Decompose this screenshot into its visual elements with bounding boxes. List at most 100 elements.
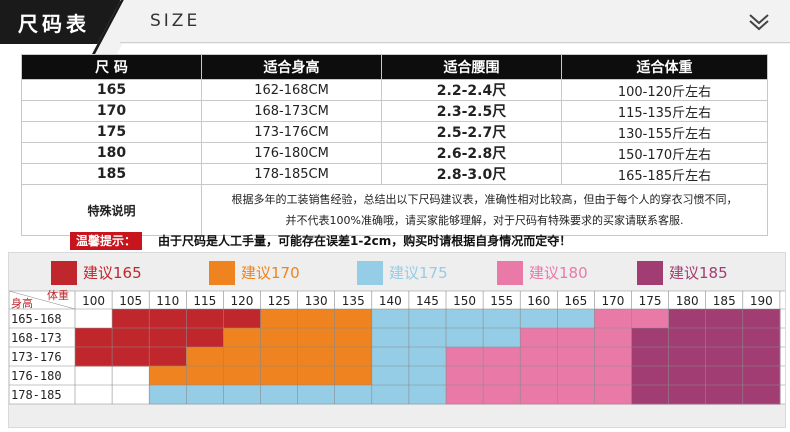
grid-cell-180 (483, 385, 521, 405)
grid-cell-170 (297, 309, 336, 329)
height-row-label: 178-185 (11, 388, 62, 402)
waist-cell: 2.2-2.4尺 (381, 79, 562, 101)
grid-cell-170 (297, 328, 336, 348)
grid-cell-165 (112, 347, 150, 367)
grid-cell-185 (668, 328, 707, 348)
weight-tick-label: 175 (639, 294, 662, 308)
grid-cell-170 (260, 347, 299, 367)
weight-tick-label: 120 (230, 294, 253, 308)
grid-cell-175 (149, 385, 187, 405)
grid-cell-165 (223, 309, 261, 329)
grid-cell-180 (483, 347, 521, 367)
weight-cell: 150-170斤左右 (561, 142, 768, 164)
weight-cell: 130-155斤左右 (561, 121, 768, 143)
height-cell: 178-185CM (201, 163, 382, 185)
weight-tick-label: 155 (490, 294, 513, 308)
legend-swatch (209, 261, 235, 285)
grid-cell-165 (149, 328, 187, 348)
grid-cell-170 (260, 309, 299, 329)
page-title: 尺码表 (18, 12, 90, 36)
grid-cell-175 (186, 385, 224, 405)
weight-tick-label: 150 (453, 294, 476, 308)
weight-tick-label: 165 (564, 294, 587, 308)
height-row-label: 168-173 (11, 331, 62, 345)
grid-cell-170 (223, 347, 261, 367)
grid-cell-170 (223, 328, 261, 348)
table-row: 185 178-185CM 2.8-3.0尺 165-185斤左右 (21, 163, 768, 185)
weight-tick-label: 135 (342, 294, 365, 308)
note-text: 根据多年的工装销售经验，总结出以下尺码建议表，准确性相对比较高，但由于每个人的穿… (201, 184, 768, 236)
weight-tick-label: 145 (416, 294, 439, 308)
weight-tick-label: 180 (676, 294, 699, 308)
weight-tick-label: 115 (193, 294, 216, 308)
height-cell: 173-176CM (201, 121, 382, 143)
column-header: 适合体重 (561, 54, 768, 80)
grid-cell-175 (520, 309, 558, 329)
grid-cell-170 (186, 347, 224, 367)
weight-tick-label: 100 (82, 294, 105, 308)
weight-tick-label: 105 (119, 294, 142, 308)
legend-label: 建议165 (83, 264, 142, 282)
weight-cell: 115-135斤左右 (561, 100, 768, 122)
table-row: 165 162-168CM 2.2-2.4尺 100-120斤左右 (21, 79, 768, 101)
grid-cell-165 (75, 347, 113, 367)
size-cell: 180 (21, 142, 202, 164)
grid-cell-180 (594, 366, 632, 386)
grid-cell-185 (705, 309, 744, 329)
note-line: 根据多年的工装销售经验，总结出以下尺码建议表，准确性相对比较高，但由于每个人的穿… (231, 193, 738, 206)
grid-cell-165 (186, 328, 224, 348)
grid-cell-165 (149, 309, 187, 329)
weight-tick-label: 130 (305, 294, 328, 308)
waist-cell: 2.3-2.5尺 (381, 100, 562, 122)
grid-cell-175 (260, 385, 299, 405)
weight-tick-label: 190 (750, 294, 773, 308)
grid-cell-175 (483, 328, 521, 348)
height-row-label: 176-180 (11, 369, 62, 383)
grid-cell-180 (557, 385, 595, 405)
grid-cell-185 (742, 385, 781, 405)
header-underline (120, 42, 790, 43)
page-subtitle: SIZE (150, 11, 201, 31)
grid-cell-175 (446, 328, 484, 348)
weight-tick-label: 170 (601, 294, 624, 308)
height-row-label: 165-168 (11, 312, 62, 326)
grid-cell-170 (223, 366, 261, 386)
grid-cell-175 (334, 385, 373, 405)
grid-cell-185 (742, 309, 781, 329)
table-row: 180 176-180CM 2.6-2.8尺 150-170斤左右 (21, 142, 768, 164)
corner-diagonal (9, 290, 76, 310)
grid-cell-165 (186, 309, 224, 329)
waist-cell: 2.8-3.0尺 (381, 163, 562, 185)
note-line: 并不代表100%准确哦，请买家能够理解，对于尺码有特殊要求的买家请联系客服. (285, 214, 684, 227)
height-cell: 176-180CM (201, 142, 382, 164)
grid-cell-185 (631, 366, 670, 386)
grid-cell-185 (742, 328, 781, 348)
grid-cell-175 (408, 347, 447, 367)
grid-cell-185 (705, 366, 744, 386)
size-cell: 165 (21, 79, 202, 101)
weight-tick-label: 140 (379, 294, 402, 308)
grid-cell-185 (668, 347, 707, 367)
grid-cell-180 (483, 366, 521, 386)
note-label: 特殊说明 (21, 184, 202, 236)
grid-cell-180 (557, 366, 595, 386)
size-recommendation-chart: 建议165 建议170 建议175 建议180 建议185 体重 身高 100 105… (8, 252, 786, 428)
height-row-label: 173-176 (11, 350, 62, 364)
waist-cell: 2.6-2.8尺 (381, 142, 562, 164)
weight-cell: 165-185斤左右 (561, 163, 768, 185)
height-cell: 168-173CM (201, 100, 382, 122)
waist-cell: 2.5-2.7尺 (381, 121, 562, 143)
grid-cell-185 (742, 347, 781, 367)
legend-label: 建议185 (669, 264, 728, 282)
grid-cell-175 (408, 309, 447, 329)
grid-cell-180 (594, 309, 632, 329)
grid-cell-170 (334, 366, 373, 386)
grid-cell-185 (668, 309, 707, 329)
corner-weight-label: 体重 (47, 288, 69, 302)
weight-tick-label: 110 (156, 294, 179, 308)
grid-cell-185 (705, 347, 744, 367)
size-cell: 185 (21, 163, 202, 185)
grid-cell-175 (371, 328, 410, 348)
legend-swatch (637, 261, 663, 285)
header-bar: 尺码表 SIZE (0, 0, 790, 54)
